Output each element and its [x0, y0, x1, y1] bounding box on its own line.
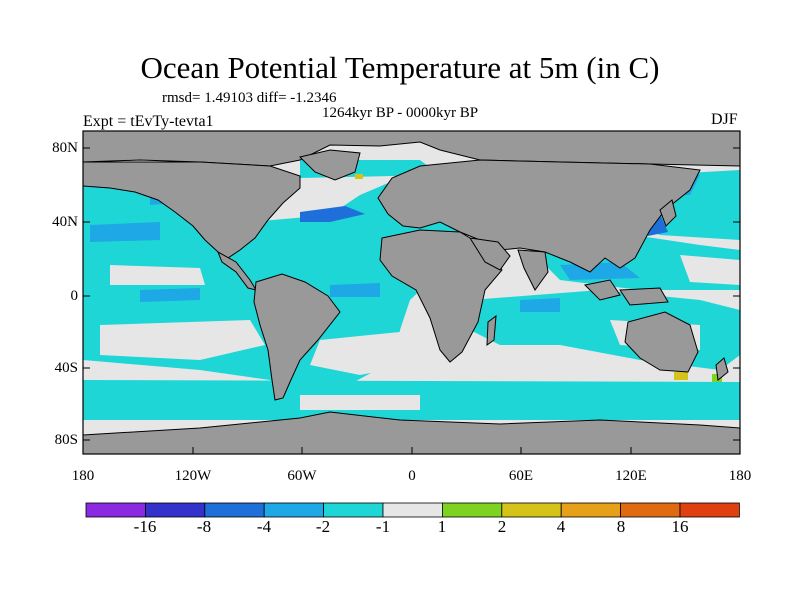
colorbar-label: 4 — [556, 517, 566, 536]
colorbar-segment — [144, 502, 206, 518]
colorbar-segment — [263, 502, 325, 518]
ocean-anomaly-gray — [100, 255, 740, 410]
colorbar-segment — [620, 502, 681, 518]
season-label: DJF — [711, 111, 738, 128]
colorbar-label: -4 — [256, 517, 272, 536]
colorbar-segment — [501, 502, 562, 518]
colorbar-label: -2 — [315, 517, 331, 536]
rmsd-diff-stats: rmsd= 1.49103 diff= -1.2346 — [162, 90, 337, 106]
axis-ticks — [83, 147, 740, 454]
experiment-label: Expt = tEvTy-tevta1 — [83, 113, 214, 130]
lon-label-120e: 120E — [615, 468, 647, 484]
lat-label-40s: 40S — [54, 360, 78, 376]
lon-label-60e: 60E — [508, 468, 534, 484]
colorbar-label: 2 — [497, 517, 507, 536]
colorbar-label: 16 — [671, 517, 689, 536]
colorbar-label: 8 — [616, 517, 626, 536]
colorbar — [85, 502, 740, 518]
colorbar-segment — [679, 502, 740, 518]
colorbar-segment — [382, 502, 443, 518]
colorbar-label: -1 — [375, 517, 391, 536]
lat-label-0: 0 — [70, 288, 79, 304]
colorbar-segment — [85, 502, 146, 518]
lon-label-0: 0 — [408, 468, 416, 484]
colorbar-label: -8 — [196, 517, 212, 536]
lon-label-60w: 60W — [287, 468, 317, 484]
colorbar-segment — [204, 502, 265, 518]
lat-label-80n: 80N — [52, 140, 78, 156]
colorbar-label: 1 — [437, 517, 447, 536]
time-period: 1264kyr BP - 0000kyr BP — [322, 105, 479, 121]
colorbar-label: -16 — [133, 517, 157, 536]
map-title: Ocean Potential Temperature at 5m (in C) — [140, 50, 660, 85]
colorbar-segment — [323, 502, 384, 518]
lon-label-180e: 180 — [728, 468, 752, 484]
land-masses — [83, 131, 740, 454]
map-plot-area — [83, 131, 740, 454]
lat-label-40n: 40N — [52, 214, 78, 230]
lon-label-180w: 180 — [71, 468, 95, 484]
colorbar-segment — [441, 502, 503, 518]
lon-label-120w: 120W — [174, 468, 212, 484]
lat-label-80s: 80S — [54, 432, 78, 448]
colorbar-segment — [560, 502, 622, 518]
